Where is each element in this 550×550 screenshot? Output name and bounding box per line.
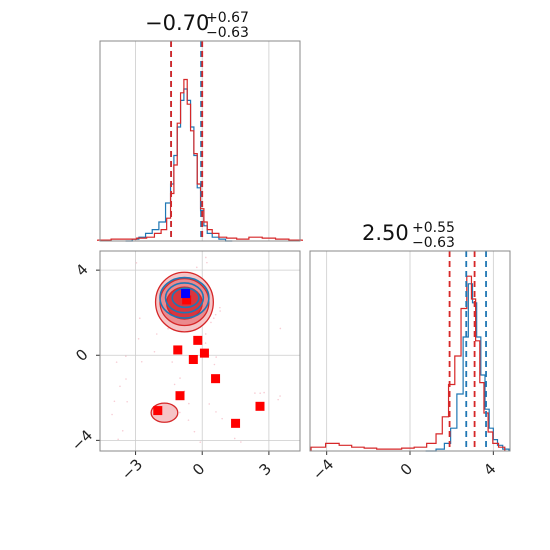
sample-dot — [140, 360, 143, 363]
marker-point — [153, 406, 163, 416]
sample-dot — [254, 392, 256, 394]
sample-dot — [117, 438, 119, 441]
sample-dot — [138, 317, 141, 320]
title-param0-value: −0.70 — [145, 11, 209, 35]
sample-dot — [279, 327, 282, 330]
marker-point — [173, 345, 183, 355]
sample-dot — [193, 430, 196, 433]
histogram-series — [97, 78, 303, 241]
x-tick-label: −4 — [309, 455, 337, 483]
sample-dot — [126, 400, 128, 403]
y-tick-label: 4 — [72, 260, 91, 279]
sample-dot — [195, 266, 198, 269]
sample-dot — [212, 317, 215, 319]
marker-point — [182, 295, 192, 305]
histogram-series — [125, 88, 233, 242]
sample-dot — [215, 411, 217, 413]
panel-histogram-param1: −4 0 4 — [309, 250, 511, 484]
sample-dot — [173, 383, 176, 386]
sample-dot — [219, 306, 221, 309]
title-param1-lower: −0.63 — [412, 235, 455, 251]
sample-dot — [135, 262, 138, 264]
sample-dot — [115, 361, 118, 363]
sample-dot — [179, 377, 181, 379]
panel-frame — [99, 250, 301, 452]
panel-histogram-param0 — [97, 40, 303, 242]
sample-dot — [125, 355, 127, 357]
sample-dot — [188, 402, 190, 405]
title-param0-upper: +0.67 — [206, 10, 249, 26]
sample-dot — [215, 356, 217, 358]
sample-dot — [206, 261, 208, 264]
sample-dot — [263, 391, 265, 394]
sample-dot — [171, 361, 174, 363]
title-param1-value: 2.50 — [362, 221, 409, 245]
panel-frame — [309, 250, 511, 452]
x-tick-label: 3 — [256, 460, 275, 479]
title-param1-upper: +0.55 — [412, 220, 455, 236]
sample-dot — [221, 417, 223, 420]
x-tick-label: 0 — [397, 460, 416, 479]
sample-dot — [259, 392, 261, 395]
sample-dot — [277, 398, 279, 401]
sample-dot — [121, 429, 124, 432]
sample-dot — [210, 321, 212, 324]
contour-blue — [171, 287, 200, 309]
sample-dot — [111, 413, 113, 416]
sample-dot — [233, 437, 236, 440]
x-tick-label: 0 — [189, 460, 208, 479]
sample-dot — [204, 333, 207, 335]
sample-dot — [213, 363, 216, 366]
sample-dot — [153, 350, 156, 353]
sample-dot — [179, 411, 181, 414]
x-tick-label: 4 — [480, 460, 499, 479]
histogram-series — [310, 275, 506, 451]
sample-dot — [205, 256, 207, 259]
truth-point — [181, 289, 191, 299]
sample-dot — [167, 327, 169, 330]
marker-point — [175, 391, 185, 401]
panel-frame — [99, 40, 301, 242]
sample-dot — [240, 441, 242, 443]
x-tick-label: −3 — [118, 455, 146, 483]
sample-dot — [219, 310, 221, 312]
y-tick-label: −4 — [68, 426, 96, 454]
sample-dot — [125, 378, 127, 380]
sample-dot — [214, 313, 217, 316]
sample-dot — [119, 385, 121, 388]
contour-blue — [164, 282, 205, 314]
sample-dot — [204, 342, 207, 344]
sample-dot — [199, 441, 202, 444]
title-param0-lower: −0.63 — [206, 25, 249, 41]
marker-point — [231, 418, 241, 428]
sample-dot — [208, 403, 211, 405]
sample-dot — [113, 400, 116, 403]
sample-dot — [137, 338, 140, 340]
histogram-series — [425, 283, 510, 452]
marker-point — [199, 348, 209, 358]
panel-scatter-param0-param1: −3 0 3 −4 0 4 — [68, 250, 301, 484]
marker-point — [193, 335, 203, 345]
sample-dot — [187, 419, 190, 421]
sample-dot — [279, 395, 281, 397]
y-tick-label: 0 — [72, 346, 91, 365]
sample-dot — [155, 333, 158, 335]
panel-titles: −0.70 +0.67 −0.63 2.50 +0.55 −0.63 — [145, 10, 455, 251]
marker-point — [255, 401, 265, 411]
marker-point — [211, 374, 221, 384]
contour-blue — [159, 276, 210, 319]
marker-point — [188, 355, 198, 365]
